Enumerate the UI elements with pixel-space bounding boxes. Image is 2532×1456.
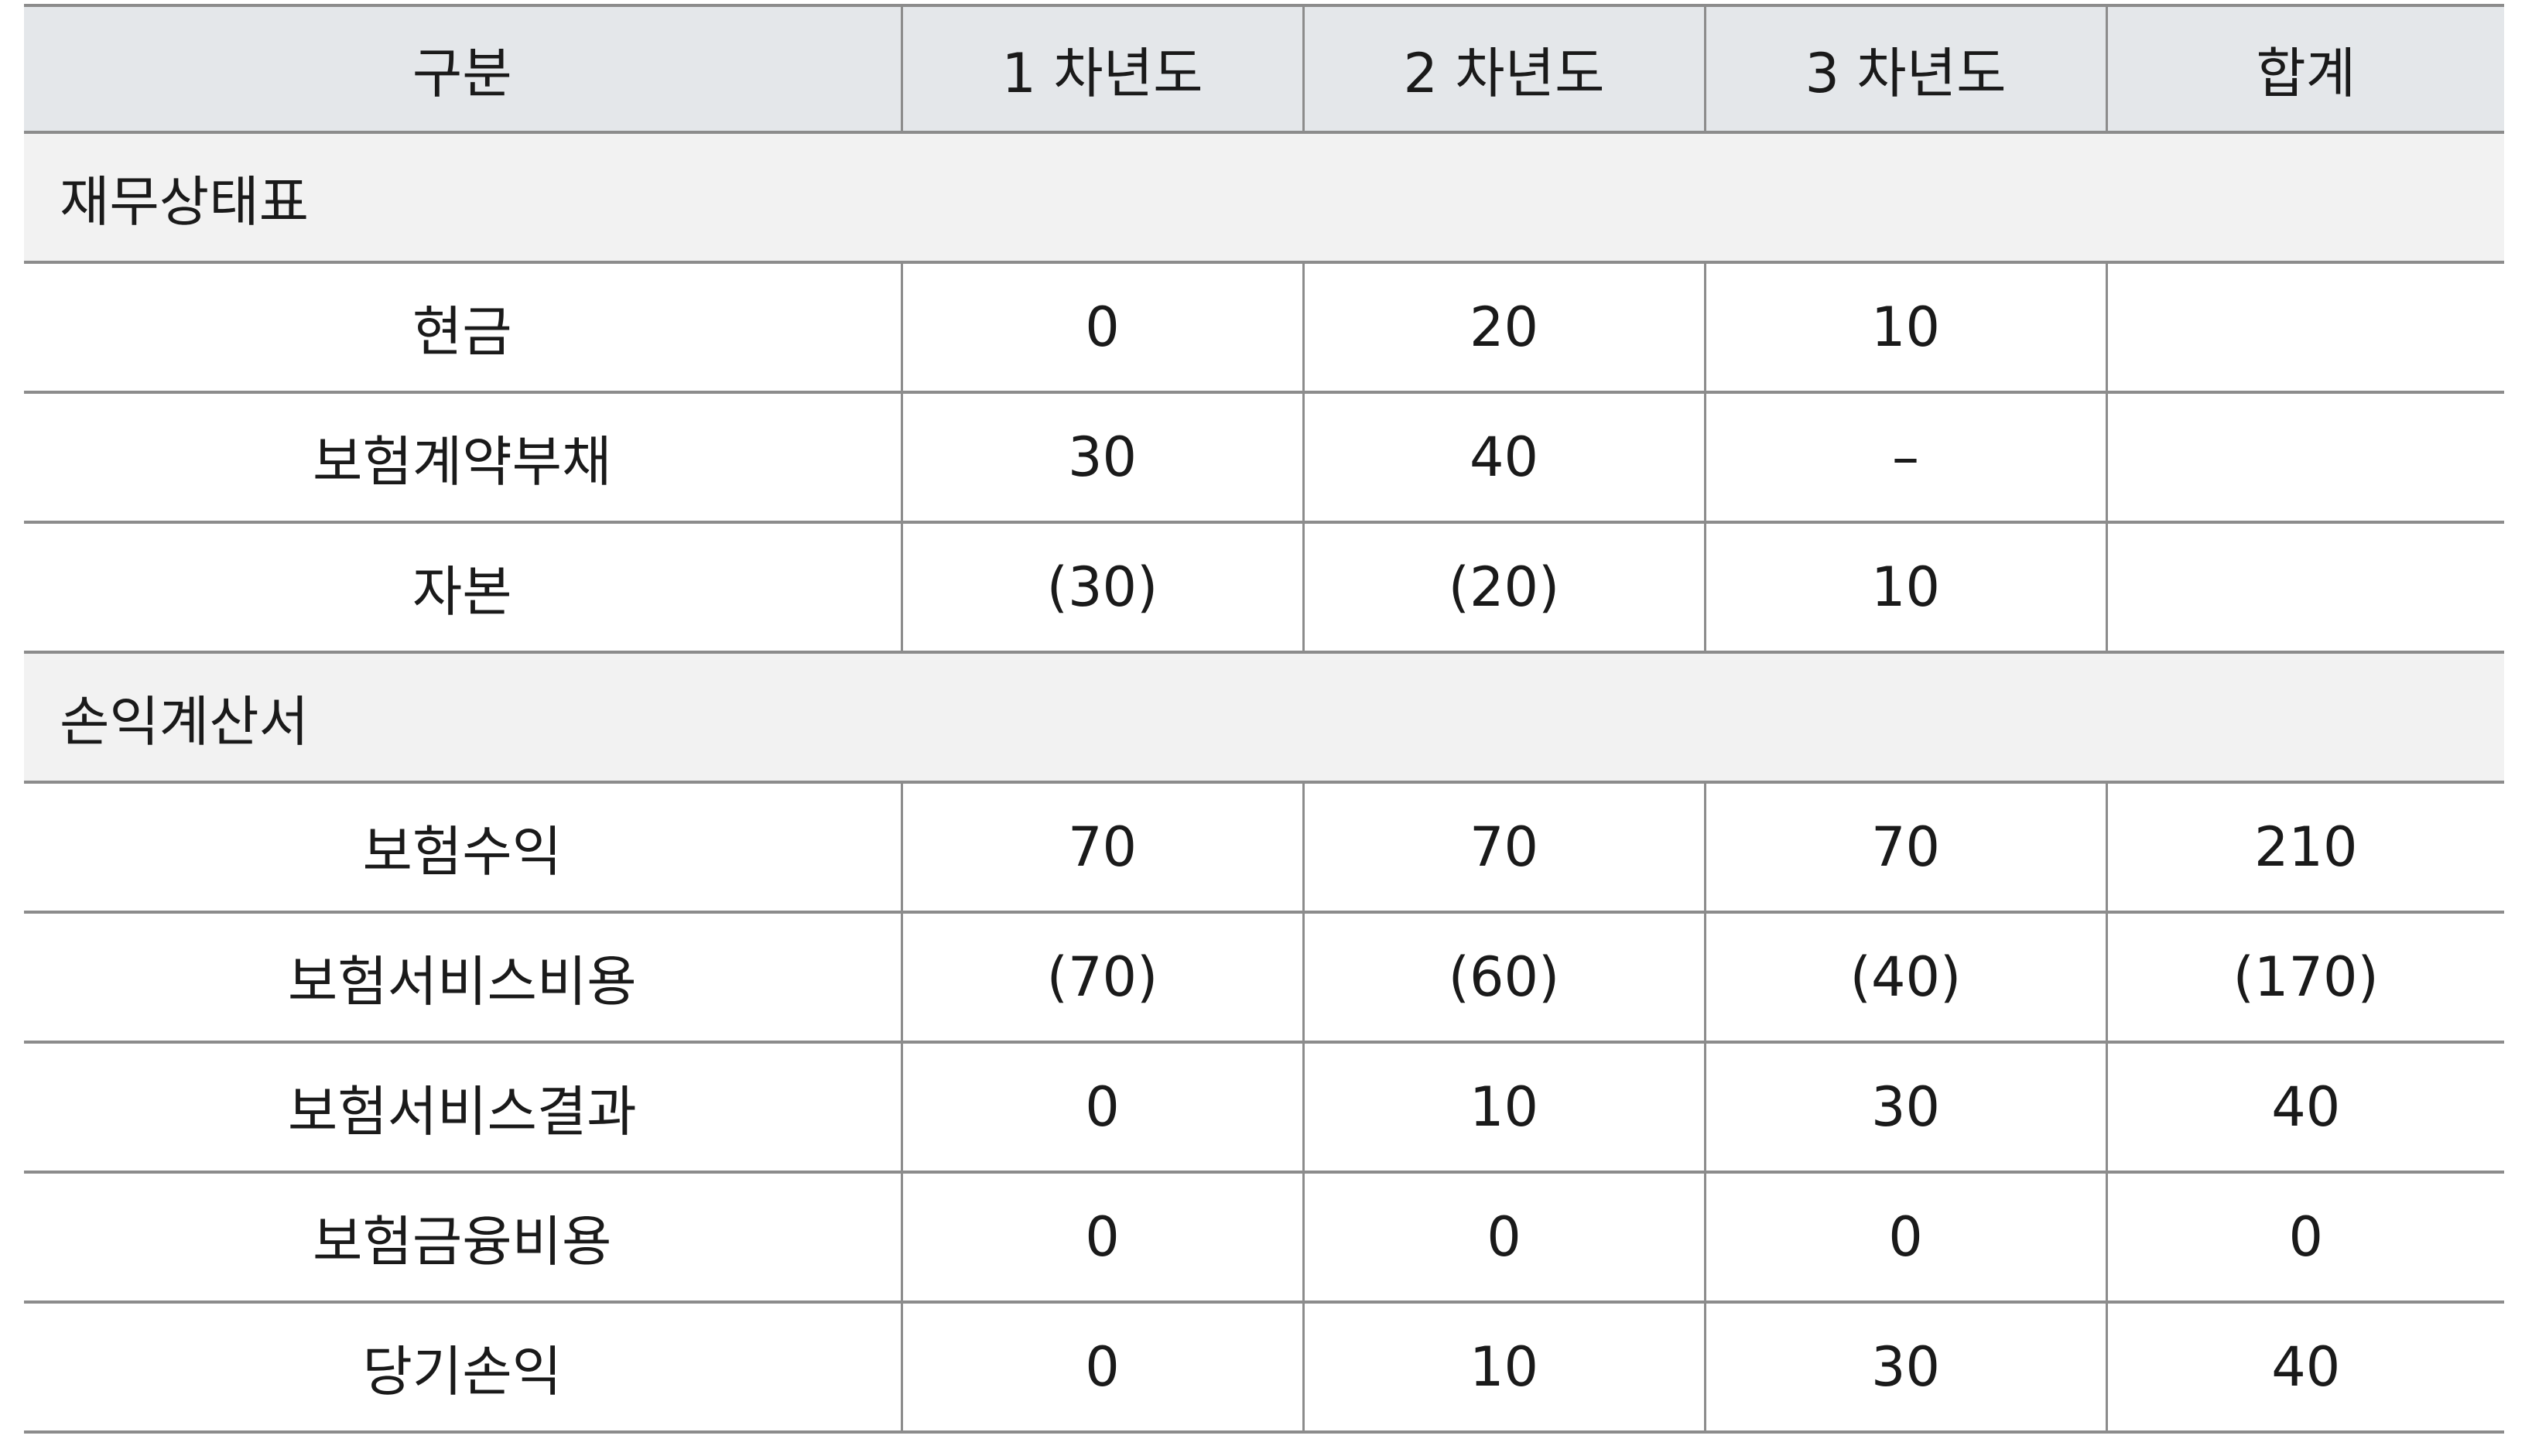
header-year-3: 3 차년도 [1703,4,2108,134]
cell-year-2: 10 [1302,1041,1706,1174]
table-row: 보험서비스비용 (70) (60) (40) (170) [24,911,2504,1044]
row-label: 자본 [24,521,903,654]
cell-year-3: 10 [1703,521,2108,654]
cell-year-2: (60) [1302,911,1706,1044]
cell-year-1: 0 [900,1171,1305,1304]
header-year-1: 1 차년도 [900,4,1305,134]
table-row: 보험계약부채 30 40 – [24,391,2504,524]
section-title: 재무상태표 [24,131,2504,264]
section-title: 손익계산서 [24,651,2504,784]
table-row: 보험서비스결과 0 10 30 40 [24,1041,2504,1174]
row-label: 당기손익 [24,1300,903,1434]
cell-year-1: (30) [900,521,1305,654]
row-label: 보험금융비용 [24,1171,903,1304]
row-label: 보험서비스결과 [24,1041,903,1174]
cell-year-1: (70) [900,911,1305,1044]
cell-year-3: 70 [1703,781,2108,914]
table-row: 현금 0 20 10 [24,261,2504,394]
row-label: 보험서비스비용 [24,911,903,1044]
table-row: 자본 (30) (20) 10 [24,521,2504,654]
cell-total [2105,391,2504,524]
table-row: 보험수익 70 70 70 210 [24,781,2504,914]
row-label: 보험수익 [24,781,903,914]
cell-year-1: 30 [900,391,1305,524]
section-row-balance-sheet: 재무상태표 [24,131,2504,264]
cell-total: 40 [2105,1041,2504,1174]
table-row: 당기손익 0 10 30 40 [24,1300,2504,1434]
cell-year-2: 20 [1302,261,1706,394]
cell-year-2: 10 [1302,1300,1706,1434]
cell-year-3: – [1703,391,2108,524]
cell-year-1: 0 [900,1300,1305,1434]
cell-total: 210 [2105,781,2504,914]
cell-year-3: 30 [1703,1041,2108,1174]
section-row-income-statement: 손익계산서 [24,651,2504,784]
header-year-2: 2 차년도 [1302,4,1706,134]
cell-year-2: 0 [1302,1171,1706,1304]
header-total: 합계 [2105,4,2504,134]
cell-total: 40 [2105,1300,2504,1434]
cell-year-2: (20) [1302,521,1706,654]
row-label: 보험계약부채 [24,391,903,524]
cell-year-2: 40 [1302,391,1706,524]
cell-year-3: 30 [1703,1300,2108,1434]
cell-year-1: 70 [900,781,1305,914]
cell-year-2: 70 [1302,781,1706,914]
header-row: 구분 1 차년도 2 차년도 3 차년도 합계 [24,4,2504,134]
cell-year-3: 0 [1703,1171,2108,1304]
cell-total [2105,261,2504,394]
cell-year-3: 10 [1703,261,2108,394]
cell-total: 0 [2105,1171,2504,1304]
row-label: 현금 [24,261,903,394]
cell-year-3: (40) [1703,911,2108,1044]
cell-total [2105,521,2504,654]
header-category: 구분 [24,4,903,134]
table-row: 보험금융비용 0 0 0 0 [24,1171,2504,1304]
cell-total: (170) [2105,911,2504,1044]
cell-year-1: 0 [900,261,1305,394]
cell-year-1: 0 [900,1041,1305,1174]
financial-table: 구분 1 차년도 2 차년도 3 차년도 합계 재무상태표 현금 0 20 10… [24,4,2504,1434]
